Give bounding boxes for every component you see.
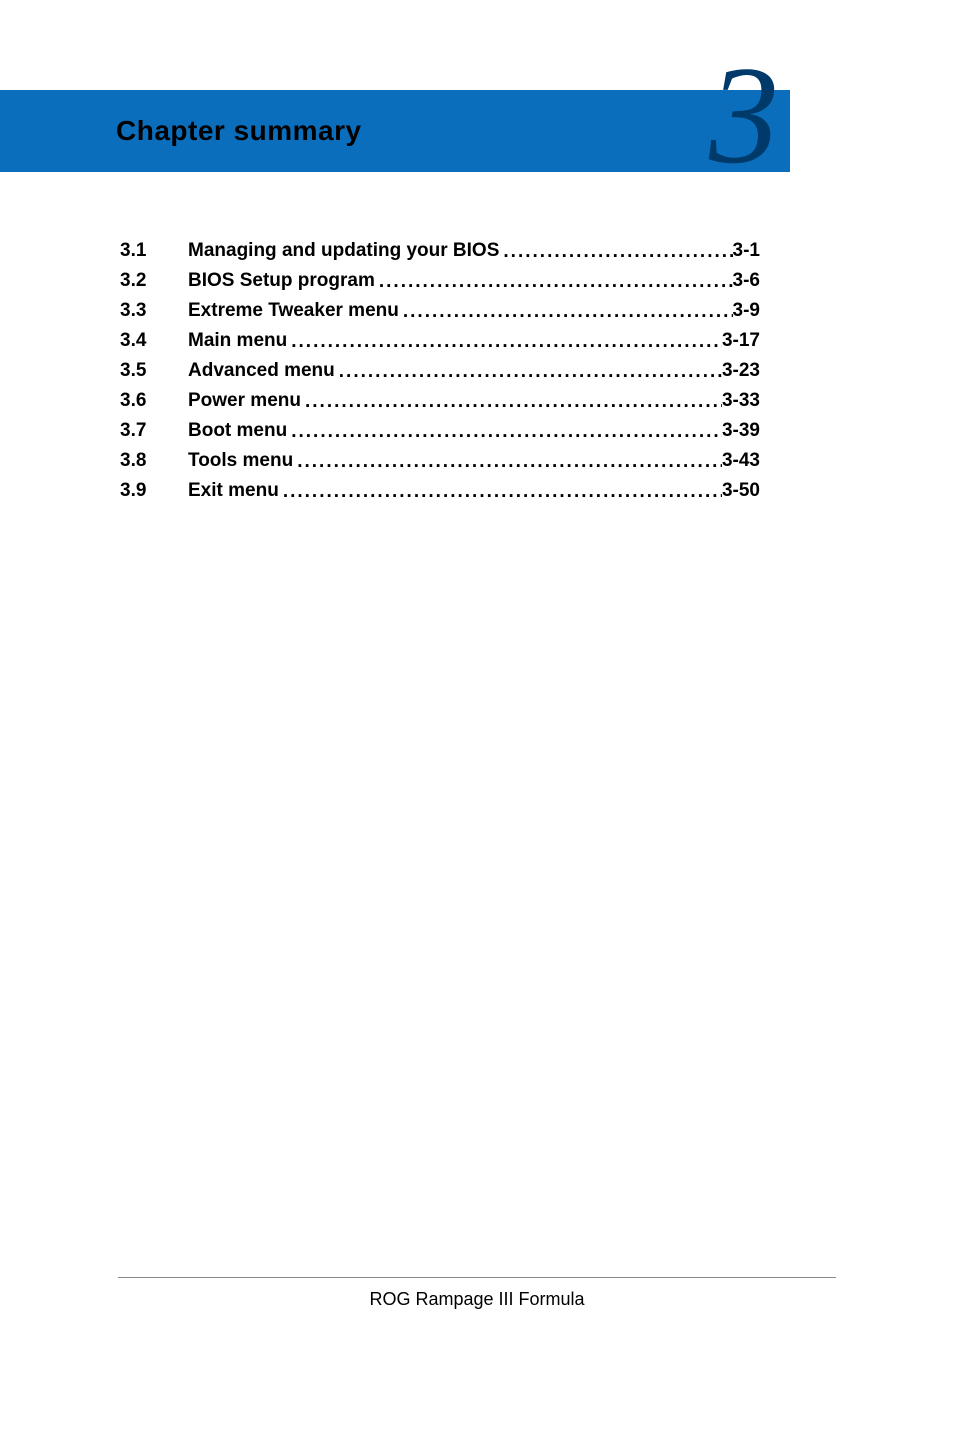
toc-entry: 3.2 BIOS Setup program 3-6 [120,270,760,292]
toc-page-number: 3-1 [733,240,760,262]
toc-section-number: 3.3 [120,300,188,322]
toc-page-number: 3-6 [733,270,760,292]
toc-section-title: Advanced menu [188,360,335,382]
toc-page-number: 3-43 [722,450,760,472]
toc-section-number: 3.7 [120,420,188,442]
toc-entry: 3.1 Managing and updating your BIOS 3-1 [120,240,760,262]
toc-section-number: 3.6 [120,390,188,412]
toc-section-title: Boot menu [188,420,287,442]
toc-section-title: Power menu [188,390,301,412]
toc-section-number: 3.1 [120,240,188,262]
toc-section-number: 3.4 [120,330,188,352]
toc-page-number: 3-33 [722,390,760,412]
toc-section-number: 3.5 [120,360,188,382]
toc-leader-dots [335,361,722,383]
footer-divider [118,1277,836,1278]
toc-entry: 3.6 Power menu 3-33 [120,390,760,412]
toc-entry: 3.3 Extreme Tweaker menu 3-9 [120,300,760,322]
table-of-contents: 3.1 Managing and updating your BIOS 3-1 … [120,240,760,510]
toc-page-number: 3-9 [733,300,760,322]
toc-entry: 3.4 Main menu 3-17 [120,330,760,352]
toc-leader-dots [499,241,732,263]
footer-text: ROG Rampage III Formula [0,1289,954,1310]
toc-leader-dots [287,331,722,353]
chapter-header-band: Chapter summary [0,90,790,172]
toc-section-title: Main menu [188,330,287,352]
toc-leader-dots [287,421,722,443]
toc-section-title: BIOS Setup program [188,270,375,292]
toc-leader-dots [399,301,733,323]
toc-leader-dots [301,391,722,413]
toc-page-number: 3-50 [722,480,760,502]
toc-entry: 3.7 Boot menu 3-39 [120,420,760,442]
toc-section-number: 3.2 [120,270,188,292]
chapter-title: Chapter summary [116,115,362,147]
toc-page-number: 3-23 [722,360,760,382]
toc-leader-dots [279,481,722,503]
toc-section-number: 3.8 [120,450,188,472]
toc-section-title: Tools menu [188,450,293,472]
chapter-number: 3 [709,46,779,186]
toc-leader-dots [375,271,733,293]
toc-entry: 3.5 Advanced menu 3-23 [120,360,760,382]
toc-entry: 3.9 Exit menu 3-50 [120,480,760,502]
toc-section-title: Managing and updating your BIOS [188,240,499,262]
toc-leader-dots [293,451,722,473]
toc-page-number: 3-39 [722,420,760,442]
toc-section-title: Extreme Tweaker menu [188,300,399,322]
toc-section-number: 3.9 [120,480,188,502]
toc-entry: 3.8 Tools menu 3-43 [120,450,760,472]
toc-page-number: 3-17 [722,330,760,352]
toc-section-title: Exit menu [188,480,279,502]
